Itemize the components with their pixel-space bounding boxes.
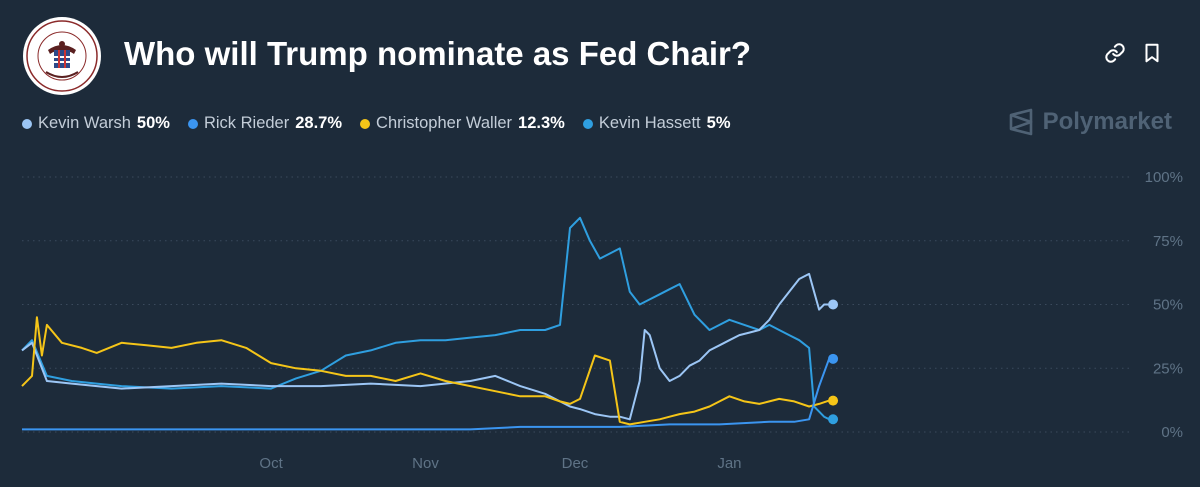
series-endpoint-rick-rieder [828,353,839,364]
legend-item-kevin-hassett[interactable]: Kevin Hassett 5% [582,114,731,133]
link-icon[interactable] [1104,42,1126,64]
x-tick-label: Jan [717,455,741,472]
series-line-christopher-waller [21,316,830,426]
series-line-kevin-hassett [21,216,830,421]
page-title: Who will Trump nominate as Fed Chair? [124,35,752,72]
legend-name: Kevin Hassett [598,114,701,132]
legend-value: 28.7% [295,114,343,132]
series-endpoint-christopher-waller [828,395,839,406]
y-tick-label: 25% [1153,360,1183,377]
chart-legend: Kevin Warsh 50% Rick Rieder 28.7% Christ… [22,114,749,133]
y-tick-label: 0% [1161,424,1183,441]
legend-dot [582,118,593,129]
series-line-rick-rieder [22,358,831,431]
legend-value: 12.3% [518,114,565,132]
legend-name: Rick Rieder [203,114,290,132]
legend-dot [22,118,32,129]
legend-value: 50% [136,114,170,132]
federal-reserve-seal-icon [23,17,101,95]
legend-value: 5% [706,114,731,132]
x-tick-label: Nov [412,455,439,472]
polymarket-brand[interactable]: Polymarket [1007,108,1172,136]
x-tick-label: Dec [562,455,589,472]
y-tick-label: 50% [1153,297,1183,314]
y-tick-label: 100% [1145,169,1183,186]
legend-item-christopher-waller[interactable]: Christopher Waller 12.3% [360,114,565,133]
legend-name: Kevin Warsh [38,114,131,132]
legend-name: Christopher Waller [376,114,513,132]
polymarket-brand-name: Polymarket [1042,108,1172,135]
legend-dot [187,118,198,129]
x-tick-label: Oct [259,455,283,472]
y-tick-label: 75% [1153,233,1183,250]
legend-dot [360,118,371,129]
legend-item-rick-rieder[interactable]: Rick Rieder 28.7% [187,114,343,133]
legend-item-kevin-warsh[interactable]: Kevin Warsh 50% [22,114,170,133]
polymarket-logo-icon [1009,108,1032,136]
bookmark-icon[interactable] [1141,42,1163,64]
series-endpoint-kevin-warsh [828,299,839,310]
series-line-kevin-warsh [21,272,830,421]
series-endpoint-kevin-hassett [828,414,839,425]
